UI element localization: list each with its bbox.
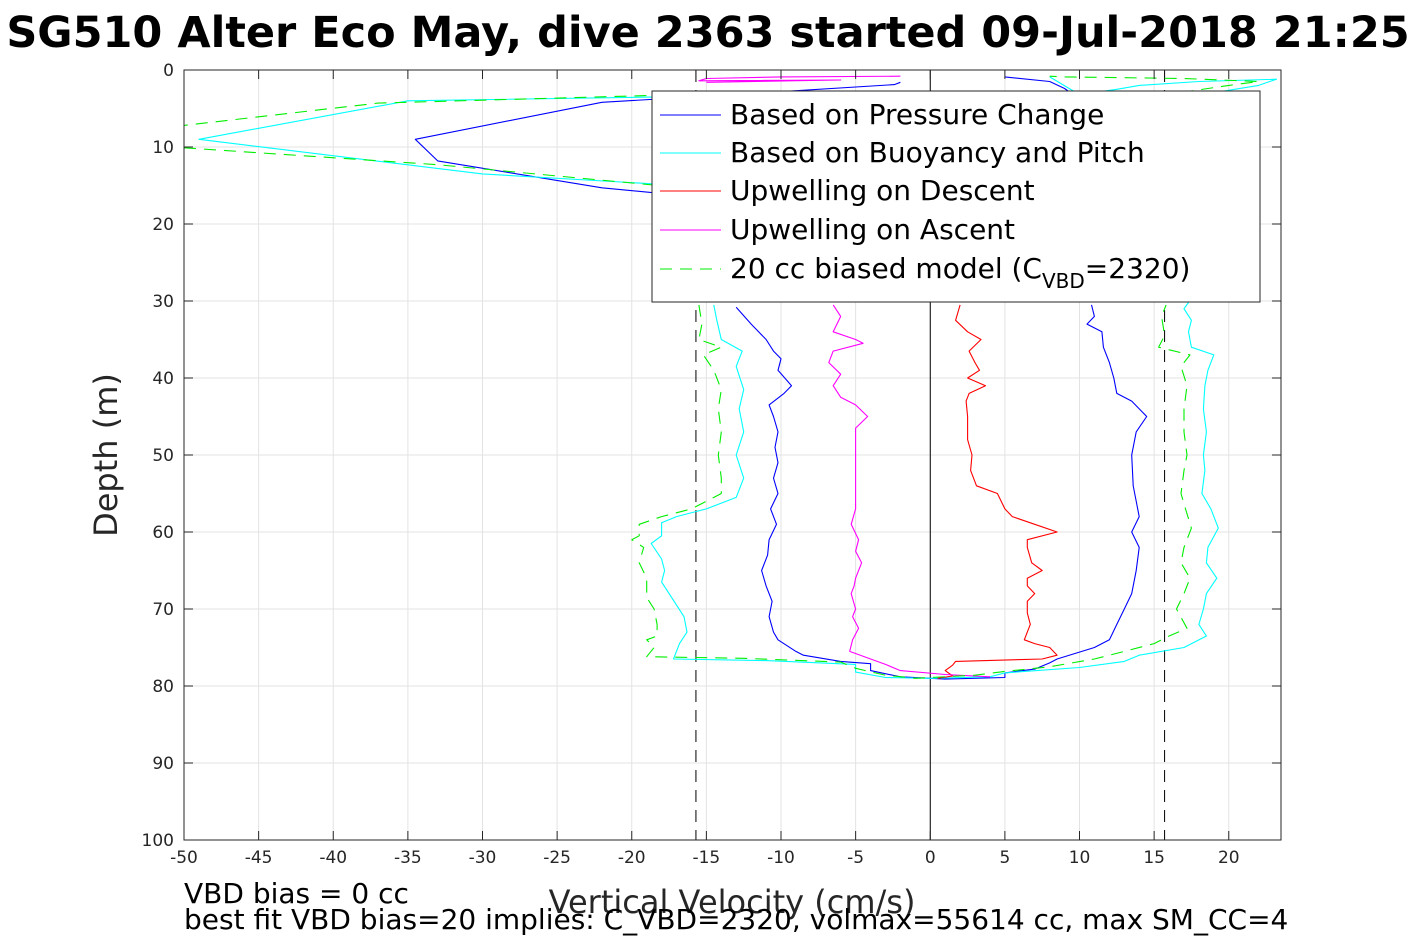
series-line: [937, 304, 1058, 679]
series-line: [650, 302, 1219, 679]
series-line: [828, 304, 991, 678]
series-line: [631, 304, 1192, 679]
y-tick-label: 60: [152, 523, 174, 543]
y-tick-label: 30: [152, 292, 174, 312]
x-tick-label: 0: [925, 848, 936, 868]
x-tick-label: -10: [767, 848, 795, 868]
y-tick-label: 80: [152, 677, 174, 697]
x-tick-label: -5: [847, 848, 864, 868]
chart-title: SG510 Alter Eco May, dive 2363 started 0…: [6, 8, 1409, 58]
x-tick-label: -40: [319, 848, 347, 868]
x-tick-label: -45: [245, 848, 273, 868]
footer-line-2: best fit VBD bias=20 implies: C_VBD=2320…: [184, 903, 1288, 936]
series-line: [414, 81, 901, 199]
x-axis-ticks: -50 -45 -40 -35 -30 -25 -20 -15 -10 -5 0 5 10 15 20: [170, 70, 1240, 868]
x-axis-label: Vertical Velocity (cm/s): [549, 883, 916, 921]
x-tick-label: 20: [1218, 848, 1240, 868]
x-tick-label: -25: [543, 848, 571, 868]
series-line: [183, 147, 699, 190]
y-axis-ticks: 0 10 20 30 40 50 60 70 80 90 100: [142, 61, 1281, 851]
y-axis-label: Depth (m): [87, 373, 125, 537]
x-tick-label: 5: [999, 848, 1010, 868]
x-tick-label: 15: [1143, 848, 1165, 868]
legend-label-ascent: Upwelling on Ascent: [730, 213, 1015, 246]
legend-label-buoyancy: Based on Buoyancy and Pitch: [730, 136, 1145, 169]
y-tick-label: 50: [152, 446, 174, 466]
y-tick-label: 100: [142, 831, 174, 851]
y-tick-label: 20: [152, 215, 174, 235]
y-tick-label: 70: [152, 600, 174, 620]
series-line: [698, 75, 901, 83]
y-tick-label: 90: [152, 754, 174, 774]
footer-line-1: VBD bias = 0 cc: [184, 877, 409, 910]
x-tick-label: -35: [394, 848, 422, 868]
legend-label-descent: Upwelling on Descent: [730, 174, 1035, 207]
series-line: [735, 304, 1148, 680]
series-upwelling-on-ascent: [698, 75, 991, 678]
y-tick-label: 10: [152, 138, 174, 158]
series-line: [198, 95, 707, 188]
x-tick-label: -50: [170, 848, 198, 868]
x-tick-label: -20: [618, 848, 646, 868]
x-tick-label: -15: [692, 848, 720, 868]
y-tick-label: 0: [163, 61, 174, 81]
legend: Based on Pressure Change Based on Buoyan…: [651, 90, 1261, 303]
legend-label-pressure: Based on Pressure Change: [730, 98, 1104, 131]
y-tick-label: 40: [152, 369, 174, 389]
series-upwelling-on-descent: [937, 304, 1058, 679]
legend-box: [651, 90, 1261, 303]
x-tick-label: -30: [469, 848, 497, 868]
series-20-cc-biased-model-c-vbd-2320: [183, 75, 1260, 679]
x-tick-label: 10: [1069, 848, 1091, 868]
series-line: [183, 93, 707, 126]
